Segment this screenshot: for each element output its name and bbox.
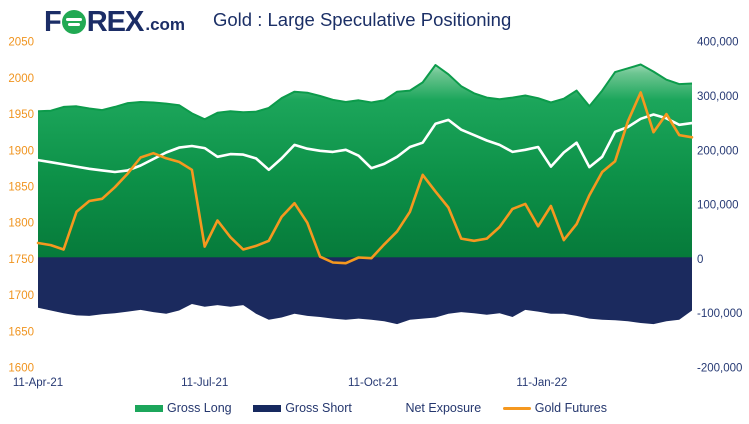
right-axis-tick: -100,000 — [697, 308, 742, 320]
legend-label: Gross Short — [285, 401, 352, 415]
left-axis-tick: 1850 — [8, 182, 34, 194]
page-title: Gold : Large Speculative Positioning — [213, 9, 512, 30]
left-axis-tick: 2050 — [8, 37, 34, 49]
gross-short-area — [38, 258, 692, 325]
right-axis-tick: 300,000 — [697, 91, 739, 103]
right-axis-tick: -200,000 — [697, 363, 742, 375]
right-axis-tick: 100,000 — [697, 200, 739, 212]
legend-item-net-exposure[interactable]: Net Exposure — [373, 401, 481, 415]
gross-long-swatch-icon — [135, 404, 163, 412]
left-axis-tick: 1750 — [8, 254, 34, 266]
left-axis-tick: 1600 — [8, 363, 34, 375]
right-axis-tick: 200,000 — [697, 145, 739, 157]
legend-label: Net Exposure — [405, 401, 482, 415]
right-axis-tick: 0 — [697, 254, 703, 266]
left-axis-tick: 1700 — [8, 290, 34, 302]
legend-item-gold-futures[interactable]: Gold Futures — [502, 401, 607, 415]
left-axis-tick: 1800 — [8, 218, 34, 230]
left-axis-tick: 1650 — [8, 326, 34, 338]
gold-futures-swatch-icon — [502, 406, 531, 410]
net-exposure-swatch-icon — [373, 406, 402, 410]
x-axis-tick: 11-Oct-21 — [348, 377, 398, 389]
forex-o-icon — [61, 10, 86, 34]
gold-futures-line — [36, 91, 694, 265]
left-axis-tick: 1950 — [8, 109, 34, 121]
x-axis-tick: 11-Jul-21 — [181, 377, 228, 389]
left-axis-tick: 1900 — [8, 145, 34, 157]
x-axis-tick: 11-Jan-22 — [516, 377, 567, 389]
logo-text-com: .com — [145, 15, 186, 34]
net-exposure-line — [36, 113, 694, 174]
left-axis-tick: 2000 — [8, 73, 34, 85]
gross-long-edge — [37, 63, 693, 121]
legend-label: Gold Futures — [534, 401, 607, 415]
forex-logo[interactable]: F REX .com — [44, 6, 186, 38]
legend-item-gross-short[interactable]: Gross Short — [253, 401, 352, 415]
logo-text-f: F — [44, 6, 62, 38]
right-axis-tick: 400,000 — [697, 37, 739, 49]
logo-text-rex: REX — [86, 6, 145, 38]
legend-item-gross-long[interactable]: Gross Long — [135, 401, 232, 415]
x-axis-tick: 11-Apr-21 — [13, 377, 63, 389]
chart-legend: Gross Long Gross Short Net Exposure Gold… — [135, 401, 607, 415]
gross-short-swatch-icon — [253, 404, 282, 412]
legend-label: Gross Long — [167, 401, 232, 415]
